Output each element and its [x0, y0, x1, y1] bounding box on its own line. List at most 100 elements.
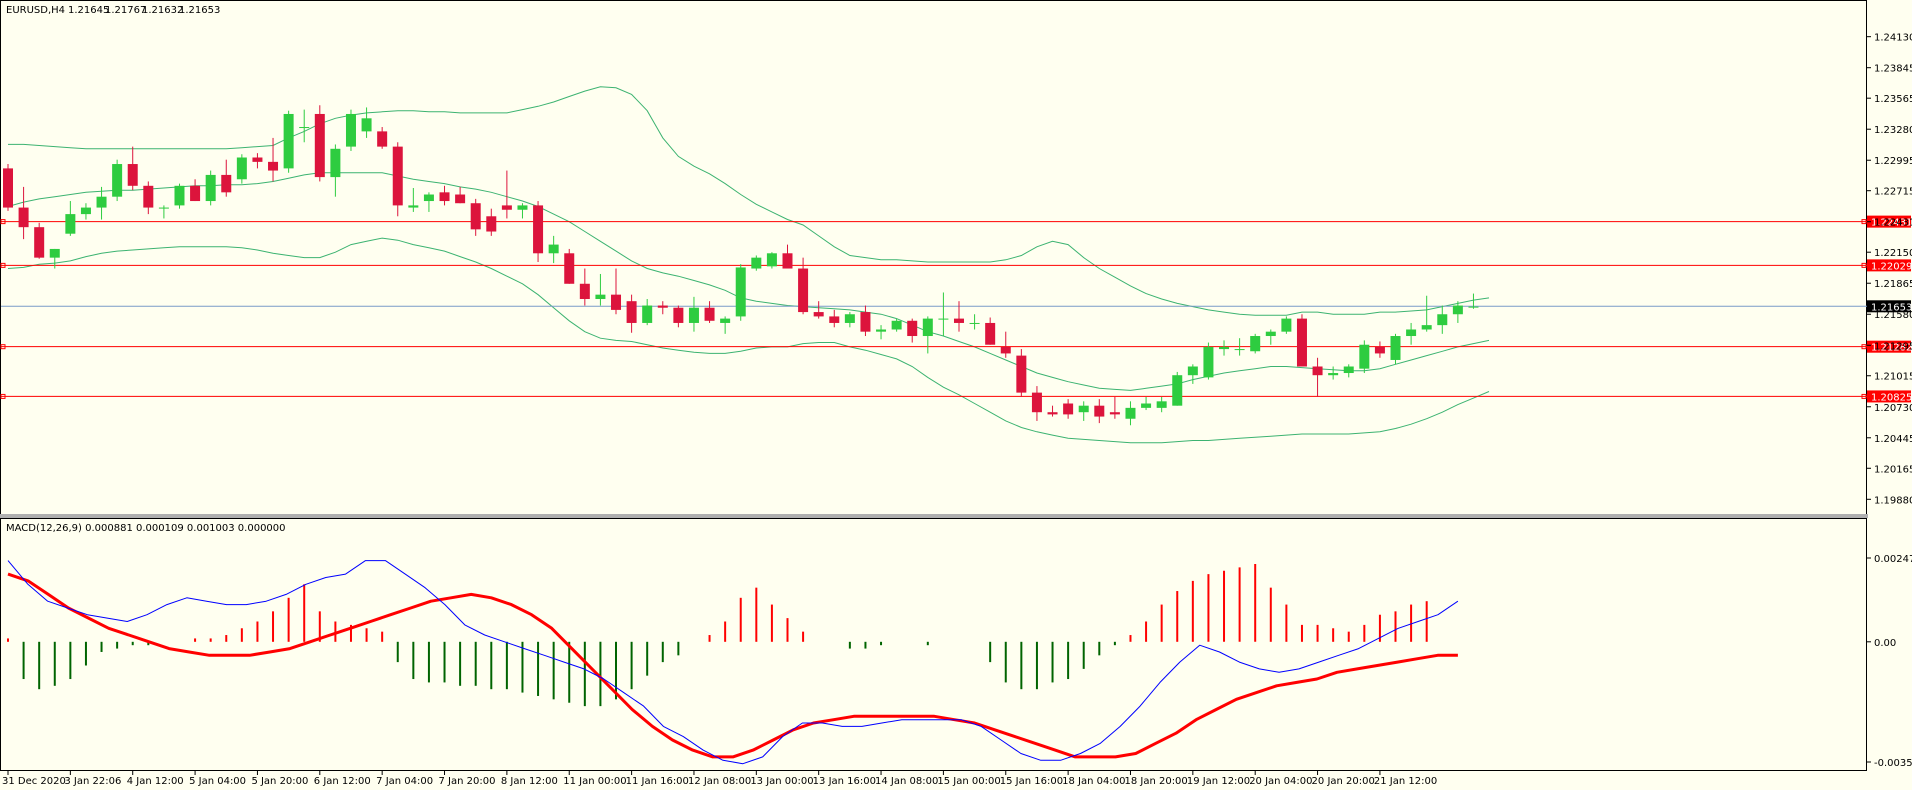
candle[interactable]: [1000, 331, 1011, 358]
candle[interactable]: [1421, 295, 1432, 332]
candle[interactable]: [798, 257, 809, 315]
horizontal-levels[interactable]: 1.22431 1.22029 1.21282 1.20825: [0, 215, 1912, 404]
candle[interactable]: [236, 154, 247, 184]
candle[interactable]: [922, 316, 933, 354]
candle[interactable]: [1219, 340, 1230, 356]
candle[interactable]: [1265, 329, 1276, 345]
candle[interactable]: [1156, 396, 1167, 413]
candle[interactable]: [80, 203, 91, 220]
candle[interactable]: [1234, 338, 1245, 356]
candle[interactable]: [517, 203, 528, 219]
candle[interactable]: [1016, 349, 1027, 397]
candle[interactable]: [1468, 293, 1479, 309]
candle[interactable]: [1281, 316, 1292, 334]
candle[interactable]: [190, 179, 201, 202]
candle[interactable]: [1187, 364, 1198, 384]
candle[interactable]: [579, 268, 590, 306]
candle[interactable]: [65, 201, 76, 236]
candle[interactable]: [735, 264, 746, 321]
candle[interactable]: [860, 305, 871, 337]
candle[interactable]: [673, 305, 684, 328]
candle[interactable]: [876, 325, 887, 340]
candle[interactable]: [1047, 405, 1058, 417]
candle[interactable]: [3, 164, 13, 211]
candle[interactable]: [1390, 333, 1401, 365]
candle[interactable]: [1063, 399, 1074, 419]
candle[interactable]: [564, 248, 575, 284]
candle[interactable]: [49, 248, 60, 269]
candle[interactable]: [688, 296, 699, 332]
candle[interactable]: [1031, 386, 1042, 421]
candle[interactable]: [782, 244, 793, 269]
candle[interactable]: [423, 192, 434, 212]
candle[interactable]: [34, 222, 45, 259]
candle[interactable]: [985, 317, 996, 345]
candle[interactable]: [221, 159, 232, 197]
candle[interactable]: [938, 292, 949, 337]
candle[interactable]: [907, 318, 918, 343]
candle[interactable]: [533, 201, 544, 262]
candle[interactable]: [1359, 340, 1370, 374]
candle[interactable]: [766, 252, 777, 269]
candle[interactable]: [1125, 401, 1136, 426]
candle[interactable]: [143, 181, 154, 215]
candle[interactable]: [953, 301, 964, 332]
panel-separator[interactable]: [0, 514, 1868, 518]
candle[interactable]: [1250, 333, 1261, 354]
candle[interactable]: [158, 205, 169, 219]
candle[interactable]: [330, 144, 341, 197]
candle[interactable]: [18, 186, 29, 240]
candle[interactable]: [1109, 396, 1120, 419]
candle[interactable]: [392, 142, 403, 217]
candle[interactable]: [408, 187, 419, 212]
candle[interactable]: [1328, 366, 1339, 380]
candle[interactable]: [1452, 301, 1463, 323]
candle[interactable]: [548, 235, 559, 264]
candle[interactable]: [283, 110, 294, 173]
candle[interactable]: [127, 146, 138, 191]
candle[interactable]: [657, 301, 668, 315]
candles[interactable]: [3, 105, 1479, 426]
candle[interactable]: [611, 268, 622, 315]
candle[interactable]: [345, 109, 356, 151]
candle[interactable]: [891, 318, 902, 332]
candle[interactable]: [642, 299, 653, 326]
candle[interactable]: [626, 294, 637, 333]
candle[interactable]: [1172, 371, 1183, 406]
candle[interactable]: [1078, 401, 1089, 421]
candle[interactable]: [1406, 322, 1417, 345]
candle[interactable]: [1312, 357, 1323, 397]
macd-panel[interactable]: 0.002476 0.00 -0.003551 MACD(12,26,9) 0.00…: [0, 518, 1912, 771]
candle[interactable]: [1374, 341, 1385, 358]
candle[interactable]: [470, 198, 481, 236]
candle[interactable]: [314, 105, 325, 182]
candle[interactable]: [813, 301, 824, 319]
candle[interactable]: [720, 316, 731, 334]
candle[interactable]: [377, 127, 388, 149]
candle[interactable]: [1141, 396, 1152, 411]
candle[interactable]: [455, 186, 466, 204]
candle[interactable]: [595, 273, 606, 306]
candle[interactable]: [1296, 314, 1307, 367]
candle[interactable]: [501, 170, 512, 219]
candle[interactable]: [751, 255, 762, 271]
candle[interactable]: [486, 208, 497, 236]
candle[interactable]: [96, 186, 107, 220]
candle[interactable]: [252, 153, 263, 169]
candle[interactable]: [829, 309, 840, 328]
candle[interactable]: [969, 314, 980, 330]
candle[interactable]: [174, 183, 185, 209]
candle[interactable]: [1437, 305, 1448, 334]
candle[interactable]: [205, 170, 216, 206]
candle[interactable]: [361, 107, 372, 138]
candle[interactable]: [1203, 342, 1214, 380]
candle[interactable]: [299, 109, 310, 143]
candle[interactable]: [439, 185, 450, 206]
price-panel[interactable]: 1.22431 1.22029 1.21282 1.20825 1.21653 1.2…: [0, 0, 1912, 515]
candle[interactable]: [1094, 399, 1105, 424]
candle[interactable]: [844, 312, 855, 328]
candle[interactable]: [268, 137, 279, 182]
candle[interactable]: [704, 301, 715, 323]
candle[interactable]: [1343, 364, 1354, 378]
